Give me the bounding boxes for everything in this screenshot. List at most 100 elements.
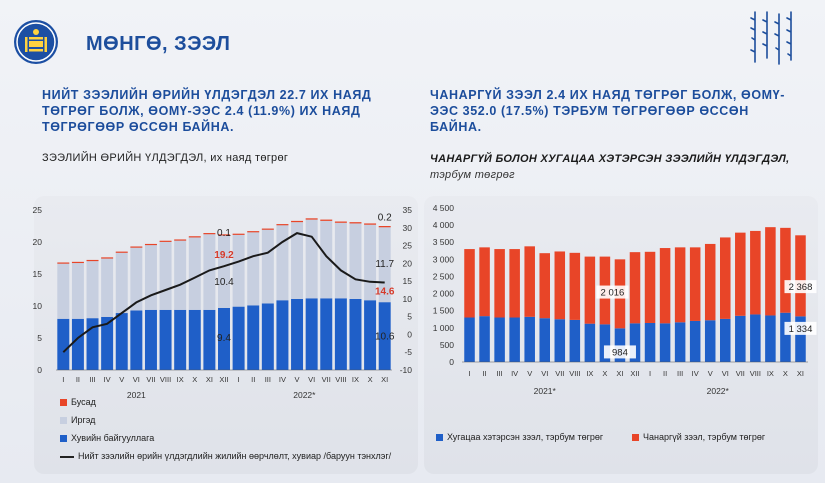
bar-individuals <box>159 241 172 310</box>
bar-npl <box>780 227 791 313</box>
bar-private-sector <box>101 316 114 370</box>
bar-npl <box>704 243 716 321</box>
bar-other <box>130 246 143 248</box>
bar-other <box>159 240 172 242</box>
left-headline-line: ТӨГРӨГӨӨР ӨССӨН БАЙНА. <box>42 120 235 134</box>
bar-other <box>86 259 99 262</box>
bar-npl <box>689 247 701 321</box>
bar-other <box>305 218 318 220</box>
bar-other <box>378 226 391 228</box>
page-title: МӨНГӨ, ЗЭЭЛ <box>86 33 231 55</box>
bar-other <box>71 261 84 264</box>
x-tick-label: I <box>649 369 651 378</box>
bar-overdue <box>780 312 791 362</box>
data-label: 1 334 <box>789 324 813 335</box>
year-label: 2022* <box>293 390 316 400</box>
bar-npl <box>629 252 641 324</box>
bar-other <box>349 222 362 224</box>
bar-npl <box>659 248 671 324</box>
legend-item-overdue: Хугацаа хэтэрсэн зээл, тэрбум төгрөг <box>436 432 603 442</box>
soyombo-emblem-icon <box>14 20 58 64</box>
x-tick-label: III <box>677 369 683 378</box>
right-chart-unit: тэрбум төгрөг <box>430 169 515 181</box>
x-tick-label: XI <box>381 375 388 384</box>
bar-npl <box>765 227 776 316</box>
y2-tick-label: 0 <box>407 329 412 339</box>
bar-other <box>188 236 201 238</box>
bar-private-sector <box>218 307 230 370</box>
bar-overdue <box>524 316 535 362</box>
y2-tick-label: 30 <box>403 223 413 233</box>
y-tick-label: 25 <box>33 205 43 215</box>
bar-private-sector <box>144 309 157 370</box>
bar-overdue <box>599 324 611 362</box>
bar-npl <box>795 235 806 317</box>
x-tick-label: IV <box>104 375 111 384</box>
bar-individuals <box>232 234 245 307</box>
right-headline-line: ЧАНАРГҮЙ ЗЭЭЛ 2.4 ИХ НАЯД ТӨГРӨГ БОЛЖ, Ө… <box>430 88 785 102</box>
y-tick-label: 4 500 <box>433 203 455 213</box>
bar-private-sector <box>261 303 274 370</box>
bar-private-sector <box>364 300 377 370</box>
bar-individuals <box>101 258 114 317</box>
mongolian-script-icon <box>750 11 792 65</box>
x-tick-label: I <box>238 375 240 384</box>
data-label: 0.1 <box>217 228 231 239</box>
y2-tick-label: 35 <box>403 205 413 215</box>
bar-npl <box>509 249 520 318</box>
x-tick-label: I <box>62 375 64 384</box>
x-tick-label: II <box>663 369 667 378</box>
y-tick-label: 0 <box>449 357 454 367</box>
bar-other <box>276 224 289 226</box>
bar-individuals <box>144 244 157 310</box>
bar-npl <box>569 252 581 320</box>
y2-tick-label: 25 <box>403 241 413 251</box>
data-label-bg <box>596 285 629 299</box>
bar-overdue <box>479 316 490 362</box>
bar-other <box>261 228 274 230</box>
bar-overdue <box>735 315 746 362</box>
data-label-bg <box>603 345 636 359</box>
x-tick-label: IX <box>352 375 359 384</box>
x-tick-label: II <box>482 369 486 378</box>
y-tick-label: 4 000 <box>433 220 455 230</box>
data-label: 19.2 <box>214 250 234 261</box>
x-tick-label: VI <box>722 369 729 378</box>
bar-private-sector <box>159 309 172 370</box>
bar-npl <box>584 256 596 324</box>
data-label: 2 368 <box>789 282 813 293</box>
x-tick-label: VI <box>308 375 315 384</box>
right-headline-line: БАЙНА. <box>430 120 482 134</box>
data-label-bg <box>784 280 817 294</box>
x-tick-label: VII <box>322 375 331 384</box>
year-label: 2022* <box>707 386 730 396</box>
x-tick-label: V <box>119 375 124 384</box>
data-label-bg <box>784 321 817 335</box>
bar-individuals <box>364 224 377 301</box>
bar-other <box>320 219 333 221</box>
data-label: 11.7 <box>375 259 394 270</box>
y-tick-label: 2 000 <box>433 289 455 299</box>
bar-npl <box>750 230 761 315</box>
bar-private-sector <box>276 300 289 370</box>
x-tick-label: VII <box>555 369 564 378</box>
bar-npl <box>539 253 551 319</box>
x-tick-label: I <box>468 369 470 378</box>
x-tick-label: X <box>602 369 607 378</box>
y2-tick-label: -5 <box>404 347 412 357</box>
bar-overdue <box>554 319 566 362</box>
bar-individuals <box>378 227 391 303</box>
x-tick-label: VIII <box>335 375 346 384</box>
x-tick-label: VI <box>541 369 548 378</box>
x-tick-label: X <box>368 375 373 384</box>
x-tick-label: VIII <box>160 375 171 384</box>
bar-overdue <box>509 317 520 362</box>
bar-private-sector <box>291 298 304 370</box>
bar-overdue <box>704 320 716 362</box>
bar-overdue <box>629 323 641 362</box>
legend-item-growth-line: Нийт зээлийн өрийн үлдэгдлийн жилийн өөр… <box>60 451 391 461</box>
bar-private-sector <box>378 302 391 370</box>
y-tick-label: 15 <box>33 269 43 279</box>
